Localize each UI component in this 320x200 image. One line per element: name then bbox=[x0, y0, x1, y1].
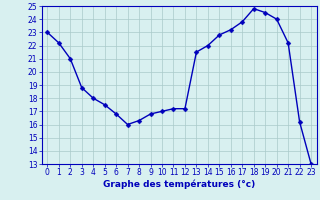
X-axis label: Graphe des températures (°c): Graphe des températures (°c) bbox=[103, 180, 255, 189]
